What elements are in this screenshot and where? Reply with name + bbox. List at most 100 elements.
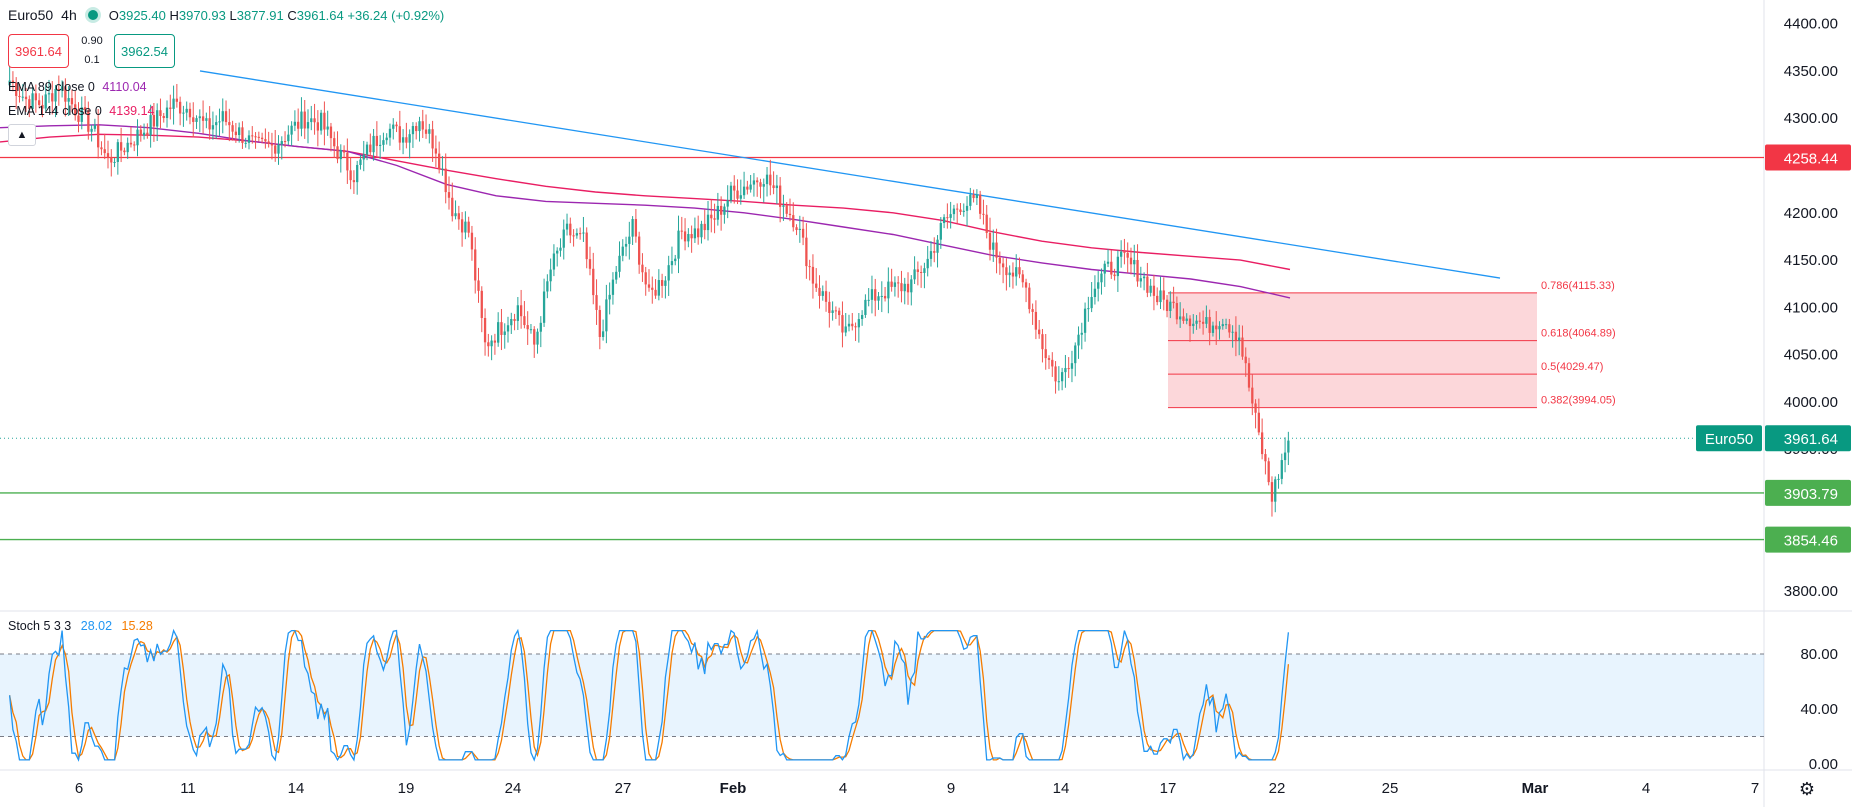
candle-body bbox=[31, 93, 34, 110]
candle-body bbox=[801, 228, 805, 238]
candle-body bbox=[162, 115, 165, 119]
candle-body bbox=[18, 95, 21, 98]
candle-body bbox=[1211, 325, 1215, 333]
candle-body bbox=[785, 205, 788, 214]
candle-body bbox=[264, 139, 267, 142]
candle-body bbox=[1188, 318, 1192, 327]
candle-body bbox=[356, 164, 359, 183]
candle-body bbox=[198, 116, 201, 119]
candle-body bbox=[1215, 325, 1218, 330]
candle-body bbox=[828, 301, 831, 313]
candle-body bbox=[831, 310, 834, 313]
candle-body bbox=[1149, 285, 1152, 293]
candle-body bbox=[897, 282, 900, 284]
support1-price-label-text: 3903.79 bbox=[1784, 486, 1838, 503]
resistance-price-label-box bbox=[1765, 144, 1851, 171]
candle-body bbox=[165, 107, 169, 119]
candle-body bbox=[752, 180, 756, 185]
candle-body bbox=[260, 137, 264, 140]
price-tick-label: 4000.00 bbox=[1784, 394, 1838, 411]
candle-body bbox=[421, 121, 424, 130]
candle-body bbox=[365, 144, 369, 155]
candle-body bbox=[218, 121, 221, 123]
candle-body bbox=[513, 319, 516, 321]
candle-body bbox=[34, 93, 38, 101]
price-tick-label: 4350.00 bbox=[1784, 63, 1838, 80]
ohlc-values: O3925.40 H3970.93 L3877.91 C3961.64 +36.… bbox=[108, 7, 445, 23]
stoch-legend[interactable]: Stoch 5 3 3 28.02 15.28 bbox=[8, 619, 153, 633]
candle-body bbox=[729, 185, 733, 201]
candle-body bbox=[323, 112, 326, 130]
candle-body bbox=[792, 215, 795, 228]
candle-body bbox=[339, 149, 342, 160]
candle-body bbox=[290, 125, 293, 135]
sell-button[interactable]: 3961.64 bbox=[8, 34, 69, 68]
candle-body bbox=[441, 168, 444, 170]
fib-level-label: 0.5(4029.47) bbox=[1541, 361, 1603, 373]
candle-body bbox=[569, 223, 572, 236]
ema144-legend[interactable]: EMA 144 close 0 4139.14 bbox=[8, 104, 154, 118]
time-tick-label: 4 bbox=[839, 780, 847, 797]
candle-body bbox=[1008, 272, 1011, 276]
stoch-k-value: 28.02 bbox=[80, 619, 113, 633]
time-tick-label: 27 bbox=[615, 780, 632, 797]
candle-body bbox=[1090, 297, 1093, 309]
candle-body bbox=[1287, 440, 1290, 453]
candle-body bbox=[851, 323, 854, 327]
candle-body bbox=[113, 161, 116, 163]
candle-body bbox=[392, 124, 395, 129]
candle-body bbox=[582, 232, 585, 234]
candle-body bbox=[306, 122, 310, 129]
candle-body bbox=[693, 228, 697, 239]
candle-body bbox=[41, 104, 44, 109]
candle-body bbox=[972, 194, 975, 199]
resistance-price-label: 4258.44 bbox=[1765, 144, 1851, 171]
support2-price-label-box bbox=[1765, 526, 1851, 553]
candle-body bbox=[1129, 257, 1133, 265]
resistance-price-label-text: 4258.44 bbox=[1784, 151, 1838, 168]
candle-body bbox=[497, 322, 500, 343]
candle-body bbox=[910, 279, 913, 293]
time-tick-label: 19 bbox=[398, 780, 415, 797]
candle-body bbox=[326, 126, 329, 130]
candle-body bbox=[283, 141, 287, 143]
candle-body bbox=[838, 310, 841, 316]
candle-body bbox=[697, 228, 700, 238]
candle-body bbox=[411, 126, 415, 135]
candle-body bbox=[487, 342, 490, 347]
candle-body bbox=[1083, 308, 1087, 333]
candle-body bbox=[493, 340, 497, 343]
candle-body bbox=[1165, 299, 1169, 312]
candle-body bbox=[1264, 454, 1267, 462]
candle-body bbox=[149, 115, 152, 136]
candle-body bbox=[618, 255, 621, 272]
candle-body bbox=[621, 246, 624, 256]
time-tick-label: 9 bbox=[947, 780, 955, 797]
buy-button[interactable]: 3962.54 bbox=[114, 34, 175, 68]
stoch-tick-label: 40.00 bbox=[1800, 701, 1838, 718]
ema89-legend[interactable]: EMA 89 close 0 4110.04 bbox=[8, 80, 147, 94]
timeframe[interactable]: 4h bbox=[61, 7, 77, 23]
candle-body bbox=[1100, 273, 1103, 283]
candle-body bbox=[546, 281, 549, 292]
support1-price-label: 3903.79 bbox=[1765, 479, 1851, 506]
time-tick-label: 14 bbox=[288, 780, 305, 797]
candle-body bbox=[1159, 290, 1162, 303]
candle-body bbox=[1247, 363, 1251, 388]
candle-body bbox=[169, 107, 172, 109]
candle-body bbox=[542, 291, 546, 323]
candle-body bbox=[254, 136, 257, 138]
candle-body bbox=[788, 213, 792, 216]
candle-body bbox=[464, 221, 467, 233]
collapse-legend-button[interactable]: ▲ bbox=[8, 124, 36, 146]
candle-body bbox=[57, 88, 60, 91]
candle-body bbox=[1001, 263, 1005, 268]
candle-body bbox=[946, 217, 949, 219]
candle-body bbox=[123, 150, 126, 153]
gear-icon[interactable]: ⚙ bbox=[1798, 779, 1816, 799]
candle-body bbox=[1198, 320, 1201, 322]
symbol-name[interactable]: Euro50 bbox=[8, 7, 54, 23]
candle-body bbox=[192, 117, 195, 122]
candle-body bbox=[956, 208, 959, 210]
